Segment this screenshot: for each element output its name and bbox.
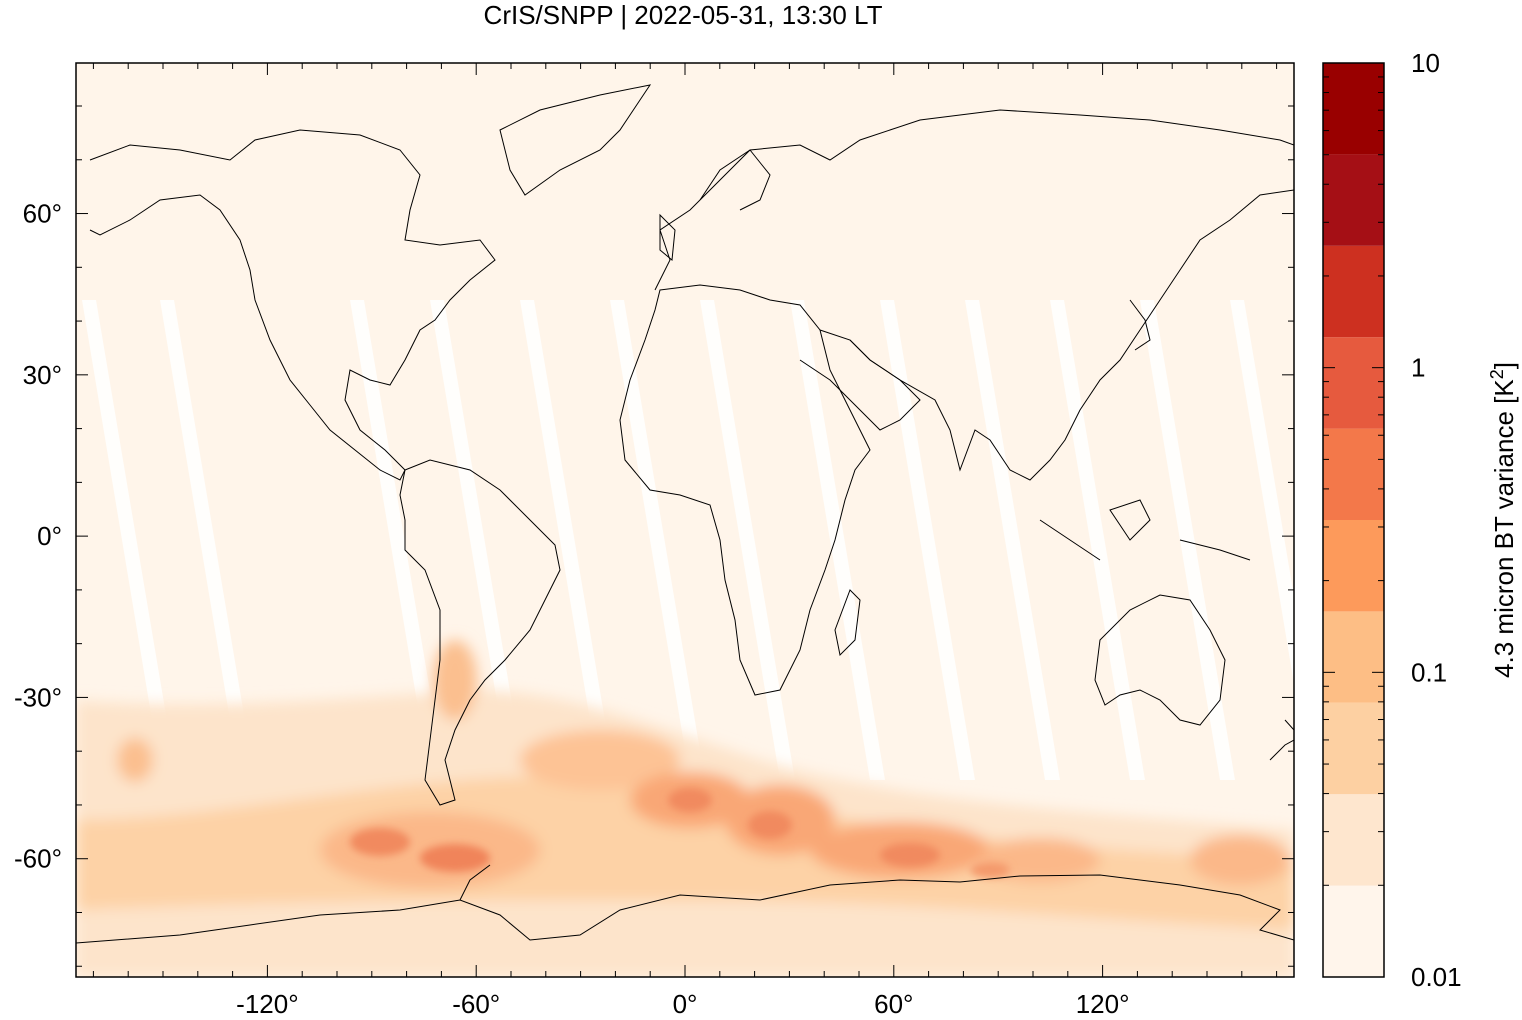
colorbar-tick-label: 0.1 <box>1411 657 1447 687</box>
colorbar-segment <box>1323 885 1384 977</box>
swath-gap <box>1140 300 1235 780</box>
coastline-new-zealand <box>1269 719 1294 761</box>
coastline-uk <box>659 213 676 261</box>
swath-gaps <box>82 300 1294 780</box>
map-ticks <box>76 63 1294 977</box>
coastline-arabia <box>799 339 921 431</box>
colorbar-segment <box>1323 428 1384 520</box>
lon-tick-label: 60° <box>874 989 913 1019</box>
coastline-antarctic-peninsula <box>459 864 491 901</box>
swath-gap <box>430 300 525 780</box>
colorbar-segment <box>1323 702 1384 795</box>
colorbar-segment <box>1323 520 1384 612</box>
lon-tick-label: 120° <box>1076 989 1130 1019</box>
swath-gap <box>965 300 1060 780</box>
coastline-greenland <box>499 84 652 196</box>
colorbar-segment <box>1323 611 1384 703</box>
swath-gap <box>700 300 795 780</box>
lon-tick-label: -60° <box>452 989 500 1019</box>
colorbar <box>1323 63 1384 977</box>
colorbar-label: 4.3 micron BT variance [K2] <box>1487 362 1519 678</box>
swath-gap <box>610 300 705 780</box>
latitude-labels: 60° 30° 0° -30° -60° <box>14 199 62 874</box>
lat-tick-label: -30° <box>14 682 62 712</box>
colorbar-tick-label: 1 <box>1411 353 1425 383</box>
coastline-south-america <box>399 459 561 806</box>
colorbar-segment <box>1323 245 1384 338</box>
swath-gap <box>520 300 615 780</box>
coastline-australia <box>1094 594 1226 726</box>
swath-gap <box>880 300 975 780</box>
colorbar-segment <box>1323 63 1384 155</box>
map-title: CrIS/SNPP | 2022-05-31, 13:30 LT <box>483 0 883 30</box>
colorbar-segment <box>1323 337 1384 429</box>
lat-tick-label: -60° <box>14 844 62 874</box>
lon-tick-label: 0° <box>673 989 698 1019</box>
colorbar-tick-label: 0.01 <box>1411 962 1462 992</box>
lat-tick-label: 60° <box>23 199 62 229</box>
coastline-madagascar <box>834 589 861 657</box>
coastline-antarctica <box>76 874 1294 944</box>
coastlines <box>76 84 1294 944</box>
coastline-scandinavia <box>699 149 771 211</box>
longitude-labels: -120° -60° 0° 60° 120° <box>236 989 1129 1019</box>
swath-gap <box>350 300 445 780</box>
colorbar-frame <box>1322 62 1385 978</box>
colorbar-segment <box>1323 154 1384 246</box>
colorbar-ticks <box>1323 76 1384 978</box>
colorbar-tick-label: 10 <box>1411 48 1440 78</box>
coastline-north-america <box>89 129 496 481</box>
swath-gap <box>82 300 177 780</box>
swath-gap <box>1050 300 1145 780</box>
colorbar-tick-labels: 10 1 0.1 0.01 <box>1411 48 1462 992</box>
lat-tick-label: 30° <box>23 360 62 390</box>
coastline-africa <box>619 284 871 696</box>
coastline-japan <box>1129 299 1151 351</box>
colorbar-segment <box>1323 794 1384 886</box>
lat-tick-label: 0° <box>37 521 62 551</box>
lon-tick-label: -120° <box>236 989 298 1019</box>
swath-gap <box>790 300 885 780</box>
swath-gap <box>1230 300 1294 684</box>
swath-gap <box>160 300 255 780</box>
coastline-indonesia <box>1039 499 1251 561</box>
coastline-eurasia <box>654 109 1294 481</box>
